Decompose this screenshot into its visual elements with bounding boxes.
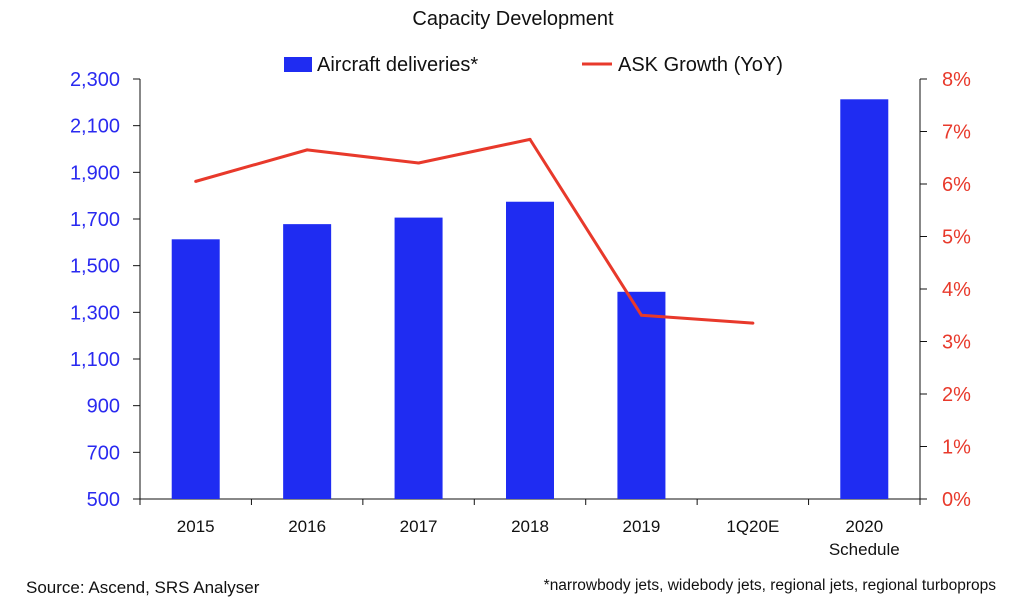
bar-2020 bbox=[840, 99, 889, 500]
right-tick-label: 1% bbox=[942, 437, 971, 459]
left-tick-label: 500 bbox=[87, 489, 120, 511]
left-tick-label: 700 bbox=[87, 442, 120, 464]
ask-point-2016 bbox=[305, 148, 309, 152]
right-tick-label: 2% bbox=[942, 384, 971, 406]
axes bbox=[133, 78, 927, 505]
bar-series bbox=[171, 99, 889, 500]
x-tick-label: 1Q20E bbox=[726, 517, 779, 536]
line-series bbox=[194, 137, 755, 325]
ask-point-1Q20E bbox=[751, 321, 755, 325]
left-tick-label: 2,100 bbox=[70, 116, 120, 138]
ask-point-2019 bbox=[639, 313, 643, 317]
footnote: *narrowbody jets, widebody jets, regiona… bbox=[544, 577, 997, 594]
right-tick-label: 7% bbox=[942, 122, 971, 144]
right-tick-label: 8% bbox=[942, 69, 971, 91]
left-tick-label: 1,900 bbox=[70, 162, 120, 184]
source-note: Source: Ascend, SRS Analyser bbox=[26, 578, 260, 597]
left-tick-label: 1,700 bbox=[70, 209, 120, 231]
bar-2016 bbox=[283, 224, 332, 499]
x-tick-label: 2017 bbox=[400, 517, 438, 536]
right-tick-label: 4% bbox=[942, 279, 971, 301]
tick-labels: 500 700 900 1,100 1,300 1,500 1,700 1,900 2,100 2… bbox=[70, 69, 971, 559]
right-tick-label: 6% bbox=[942, 174, 971, 196]
legend-label-deliveries: Aircraft deliveries* bbox=[317, 54, 478, 76]
x-tick-sublabel: Schedule bbox=[829, 540, 900, 559]
legend-label-ask: ASK Growth (YoY) bbox=[618, 54, 783, 76]
legend-swatch-deliveries bbox=[284, 57, 312, 72]
left-tick-label: 1,500 bbox=[70, 256, 120, 278]
bar-2017 bbox=[394, 217, 443, 499]
x-tick-label: 2018 bbox=[511, 517, 549, 536]
right-tick-label: 5% bbox=[942, 227, 971, 249]
right-tick-label: 3% bbox=[942, 332, 971, 354]
x-tick-label: 2015 bbox=[177, 517, 215, 536]
left-tick-label: 1,100 bbox=[70, 349, 120, 371]
ask-point-2015 bbox=[194, 179, 198, 183]
left-tick-label: 2,300 bbox=[70, 69, 120, 91]
x-tick-label: 2019 bbox=[623, 517, 661, 536]
ask-point-2017 bbox=[417, 161, 421, 165]
chart-title: Capacity Development bbox=[412, 8, 614, 30]
left-tick-label: 900 bbox=[87, 396, 120, 418]
left-tick-label: 1,300 bbox=[70, 302, 120, 324]
x-tick-label: 2020 bbox=[845, 517, 883, 536]
x-tick-label: 2016 bbox=[288, 517, 326, 536]
bar-2015 bbox=[171, 239, 220, 500]
right-tick-label: 0% bbox=[942, 489, 971, 511]
legend: Aircraft deliveries* ASK Growth (YoY) bbox=[284, 54, 783, 76]
bar-2018 bbox=[506, 201, 554, 499]
bar-2019 bbox=[617, 291, 666, 499]
ask-growth-line bbox=[195, 137, 753, 325]
ask-point-2018 bbox=[528, 137, 532, 141]
